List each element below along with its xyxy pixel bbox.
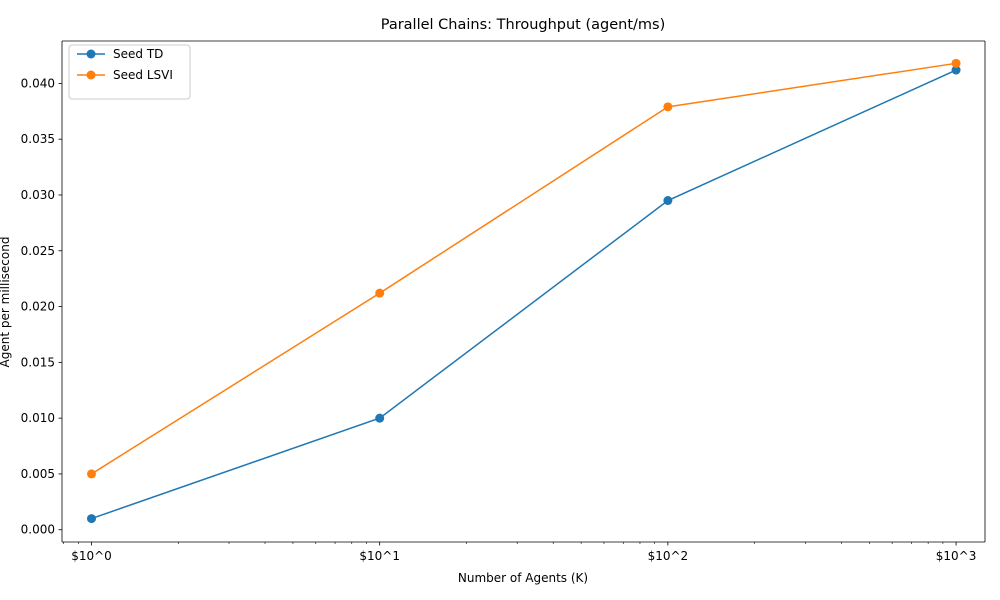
y-tick-label: 0.040: [21, 76, 55, 90]
series-line: [91, 62, 957, 475]
y-tick-label: 0.020: [21, 300, 55, 314]
data-point: [951, 58, 961, 68]
data-point: [375, 413, 385, 423]
data-point: [951, 65, 961, 75]
legend-marker: [86, 70, 96, 80]
x-axis-label: Number of Agents (K): [458, 571, 588, 585]
y-tick-label: 0.035: [21, 132, 55, 146]
legend: Seed TD Seed LSVI: [68, 44, 191, 100]
data-point: [87, 514, 97, 524]
y-axis-label: Agent per millisecond: [0, 237, 12, 368]
y-tick-label: 0.015: [21, 355, 55, 369]
x-tick-label: $10^1: [359, 549, 400, 563]
data-point: [663, 196, 673, 206]
legend-label: Seed TD: [113, 47, 163, 61]
plot-area: 0.000 0.005 0.010 0.015 0.020 0.025 0.030 0.035…: [21, 40, 986, 563]
x-tick-label: $10^3: [936, 549, 977, 563]
data-point: [663, 102, 673, 112]
y-tick-label: 0.010: [21, 411, 55, 425]
x-tick-label: $10^0: [71, 549, 112, 563]
y-tick-label: 0.000: [21, 523, 55, 537]
y-tick-label: 0.005: [21, 467, 55, 481]
data-point: [375, 288, 385, 298]
data-point: [87, 469, 97, 479]
legend-box: [68, 44, 191, 100]
x-tick-label: $10^2: [648, 549, 689, 563]
chart-title: Parallel Chains: Throughput (agent/ms): [381, 17, 666, 33]
legend-marker: [86, 49, 96, 59]
y-tick-label: 0.030: [21, 188, 55, 202]
series-line: [91, 69, 957, 520]
legend-label: Seed LSVI: [113, 68, 173, 82]
y-tick-label: 0.025: [21, 244, 55, 258]
